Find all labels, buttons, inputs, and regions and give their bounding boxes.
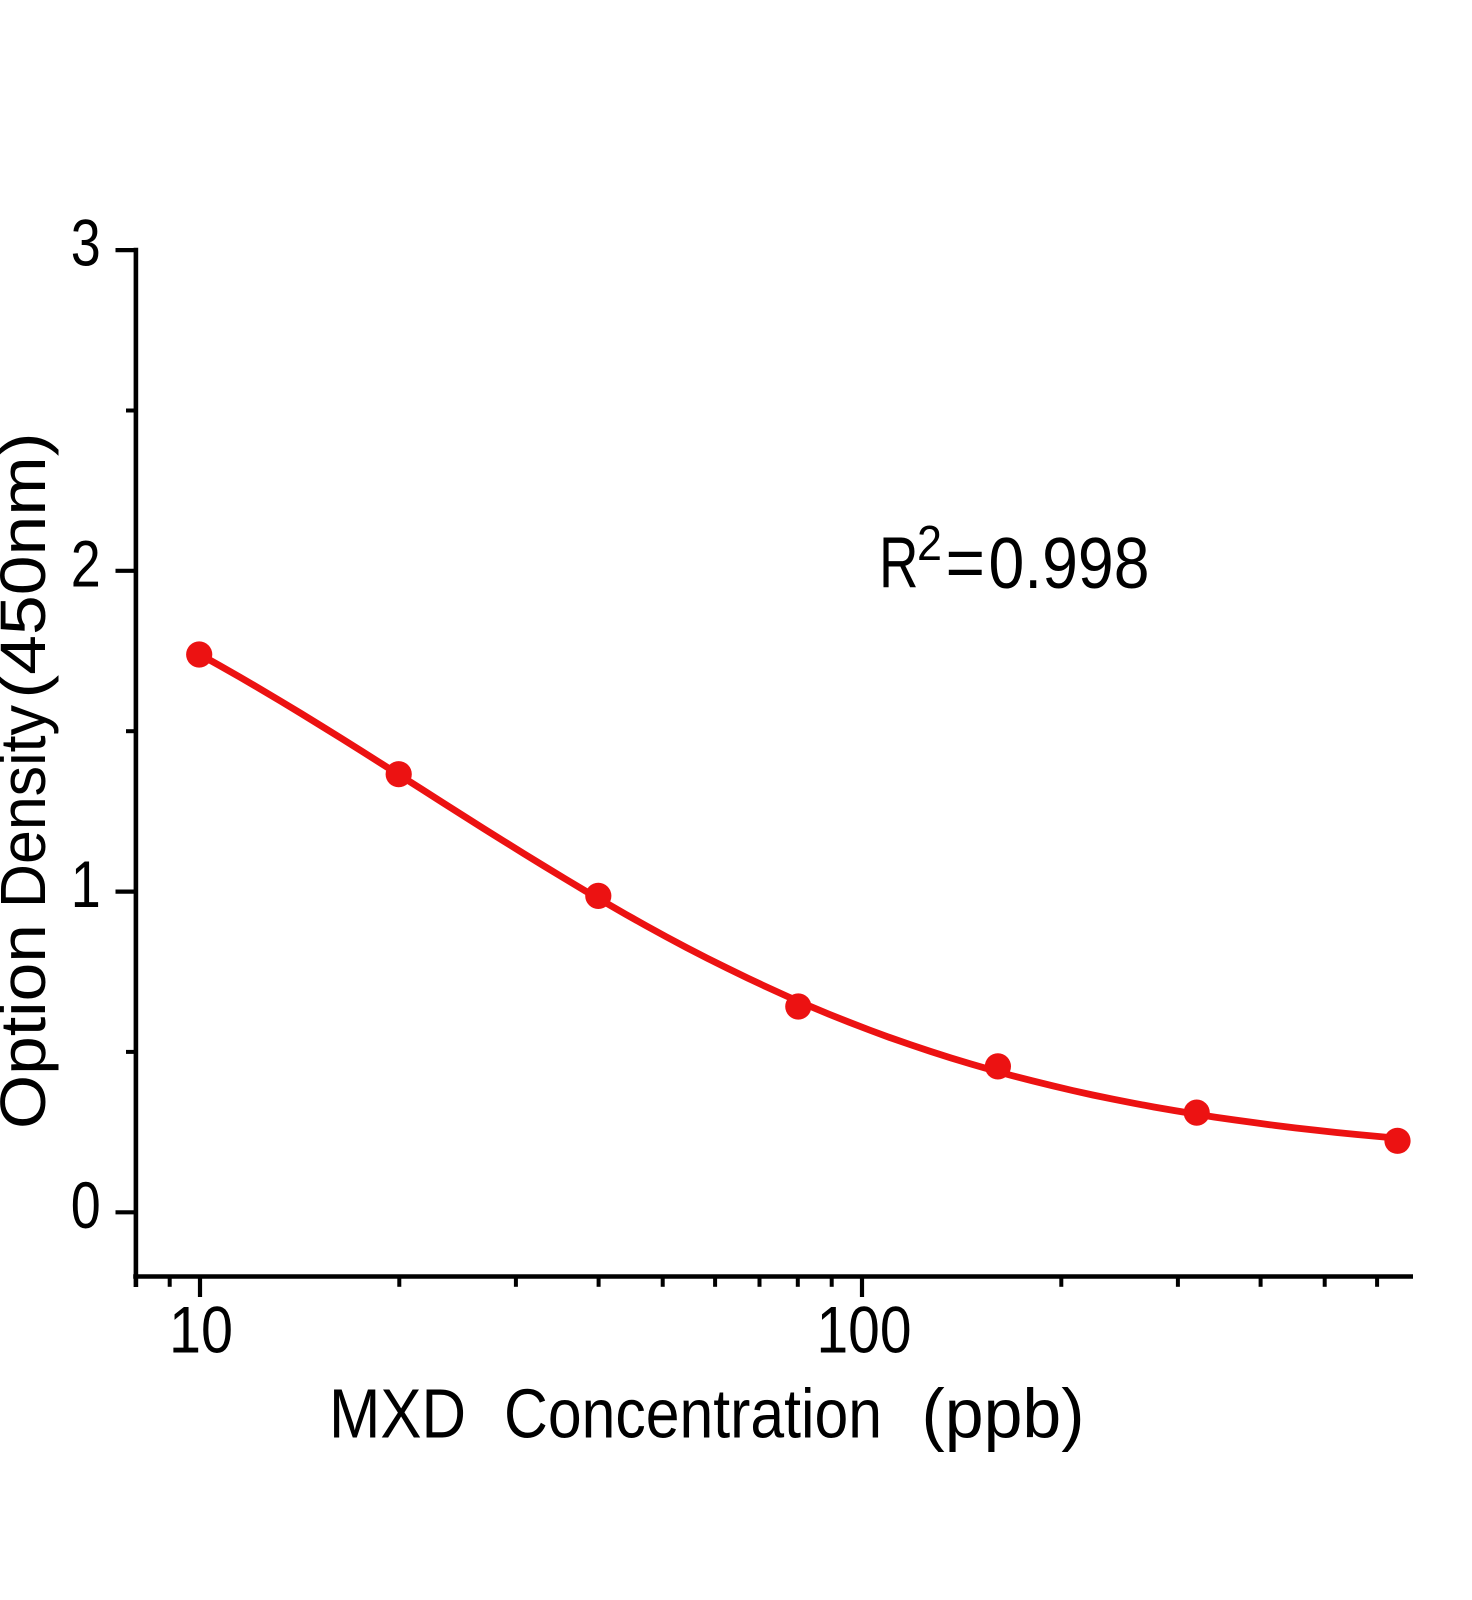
svg-text:Option: Option — [0, 924, 59, 1129]
svg-text:3: 3 — [71, 206, 101, 280]
svg-text:(450nm): (450nm) — [0, 433, 59, 699]
svg-text:=: = — [946, 523, 986, 603]
svg-text:0.998: 0.998 — [989, 524, 1150, 604]
svg-text:R: R — [879, 523, 919, 603]
svg-text:100: 100 — [817, 1293, 912, 1367]
svg-text:Density: Density — [0, 705, 59, 908]
svg-text:10: 10 — [169, 1293, 233, 1367]
svg-text:(ppb): (ppb) — [922, 1375, 1085, 1453]
svg-text:Concentration: Concentration — [504, 1375, 882, 1453]
svg-text:MXD: MXD — [329, 1375, 466, 1453]
svg-text:0: 0 — [71, 1168, 101, 1242]
svg-text:2: 2 — [71, 526, 101, 600]
svg-text:2: 2 — [917, 517, 942, 571]
svg-text:1: 1 — [71, 847, 101, 921]
